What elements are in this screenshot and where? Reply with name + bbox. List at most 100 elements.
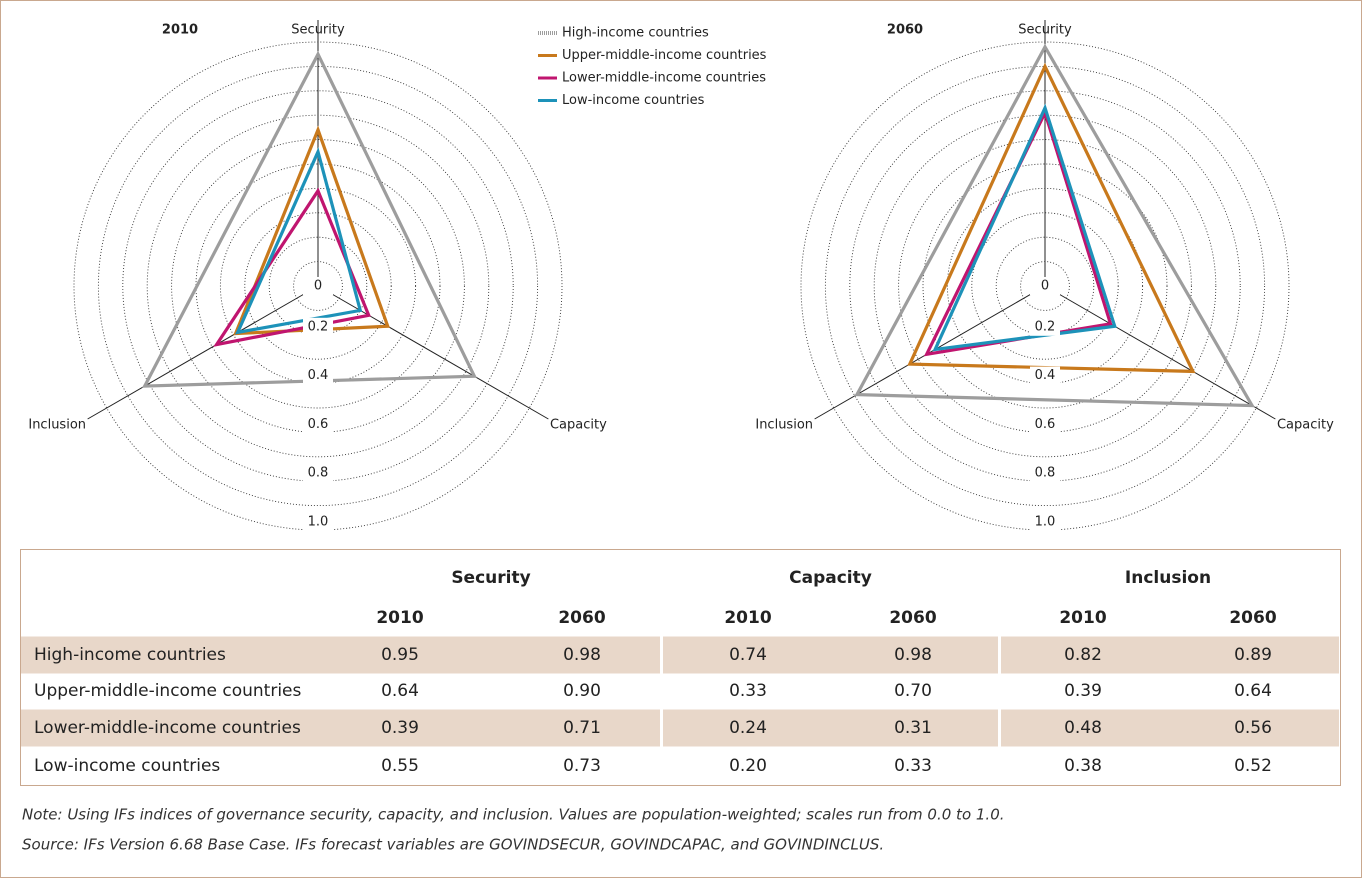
legend-label: High-income countries	[562, 26, 709, 41]
tick-label: 0.6	[1035, 417, 1056, 432]
axis-label: Security	[291, 23, 345, 38]
tick-label: 0.4	[308, 368, 329, 383]
table-cell: 0.90	[563, 681, 601, 701]
table-group-header: Security	[451, 568, 530, 588]
row-shade	[1001, 709, 1339, 747]
tick-label-bg	[1030, 415, 1060, 434]
table-frame	[20, 549, 1341, 786]
axis-label: Security	[1018, 23, 1072, 38]
axis-line	[1044, 285, 1276, 420]
table-cell: 0.48	[1064, 718, 1102, 738]
radar-line	[932, 103, 1117, 352]
table-cell: 0.20	[729, 756, 767, 776]
tick-label-bg	[1030, 464, 1060, 483]
grid-ring	[97, 65, 539, 507]
table-cell: 0.38	[1064, 756, 1102, 776]
grid-ring	[922, 163, 1168, 409]
table-cell: 0.73	[563, 756, 601, 776]
table-year-header: 2060	[1229, 608, 1276, 628]
tick-label-bg	[303, 513, 333, 531]
tick-label: 0	[314, 279, 322, 294]
table-cell: 0.98	[563, 645, 601, 665]
radar-line	[142, 50, 477, 388]
table-cell: 0.56	[1234, 718, 1272, 738]
row-shade	[663, 709, 998, 747]
table-cell: 0.95	[381, 645, 419, 665]
table-year-header: 2060	[889, 608, 936, 628]
table-cell: 0.98	[894, 645, 932, 665]
grid-ring	[195, 163, 441, 409]
grid-ring	[171, 139, 465, 433]
table-cell: 0.64	[381, 681, 419, 701]
tick-label-bg	[1030, 513, 1060, 531]
tick-label: 1.0	[308, 515, 329, 530]
table-year-header: 2060	[558, 608, 605, 628]
axis-label: Capacity	[550, 418, 607, 433]
legend-label: Low-income countries	[562, 93, 705, 108]
tick-label-bg	[303, 317, 333, 336]
tick-label-bg	[1030, 317, 1060, 336]
chart-title: 2010	[162, 23, 198, 38]
tick-label: 0	[1041, 279, 1049, 294]
note: Note: Using IFs indices of governance se…	[22, 806, 1005, 824]
table-cell: 0.82	[1064, 645, 1102, 665]
table-cell: 0.33	[729, 681, 767, 701]
table-cell: 0.39	[381, 718, 419, 738]
chart-title: 2060	[887, 23, 923, 38]
grid-ring	[268, 236, 368, 336]
legend-label: Lower-middle-income countries	[562, 71, 766, 86]
row-shade	[21, 636, 660, 674]
row-label: Lower-middle-income countries	[34, 718, 301, 738]
legend-label: Upper-middle-income countries	[562, 48, 767, 63]
table-group-header: Capacity	[789, 568, 872, 588]
radar-line	[235, 147, 363, 335]
tick-label: 0.2	[1035, 319, 1056, 334]
tick-label: 0.8	[308, 466, 329, 481]
axis-line	[87, 285, 319, 420]
grid-ring	[971, 212, 1119, 360]
table-cell: 0.64	[1234, 681, 1272, 701]
table-cell: 0.24	[729, 718, 767, 738]
table-cell: 0.71	[563, 718, 601, 738]
grid-ring	[244, 212, 392, 360]
table-year-header: 2010	[376, 608, 423, 628]
axis-label: Inclusion	[755, 418, 813, 433]
tick-label: 0.6	[308, 417, 329, 432]
table-year-header: 2010	[1059, 608, 1106, 628]
tick-label: 0.2	[308, 319, 329, 334]
tick-label: 0.8	[1035, 466, 1056, 481]
tick-label-bg	[303, 277, 333, 295]
note: Source: IFs Version 6.68 Base Case. IFs …	[22, 836, 884, 854]
tick-label-bg	[1030, 277, 1060, 295]
table-cell: 0.89	[1234, 645, 1272, 665]
table-cell: 0.55	[381, 756, 419, 776]
table-year-header: 2010	[724, 608, 771, 628]
tick-label-bg	[303, 415, 333, 434]
table-cell: 0.52	[1234, 756, 1272, 776]
table-cell: 0.70	[894, 681, 932, 701]
tick-label: 0.4	[1035, 368, 1056, 383]
table-cell: 0.74	[729, 645, 767, 665]
table-cell: 0.31	[894, 718, 932, 738]
tick-label: 1.0	[1035, 515, 1056, 530]
table-cell: 0.39	[1064, 681, 1102, 701]
row-label: High-income countries	[34, 645, 226, 665]
grid-ring	[898, 139, 1192, 433]
grid-ring	[995, 236, 1095, 336]
tick-label-bg	[303, 366, 333, 385]
row-shade	[663, 636, 998, 674]
axis-label: Inclusion	[28, 418, 86, 433]
axis-line	[317, 285, 549, 420]
radar-line	[923, 108, 1113, 357]
table-group-header: Inclusion	[1125, 568, 1211, 588]
radar-line	[854, 43, 1255, 408]
row-label: Upper-middle-income countries	[34, 681, 302, 701]
row-label: Low-income countries	[34, 756, 220, 776]
row-shade	[21, 709, 660, 747]
tick-label-bg	[303, 464, 333, 483]
axis-label: Capacity	[1277, 418, 1334, 433]
row-shade	[1001, 636, 1339, 674]
tick-label-bg	[1030, 366, 1060, 385]
table-cell: 0.33	[894, 756, 932, 776]
